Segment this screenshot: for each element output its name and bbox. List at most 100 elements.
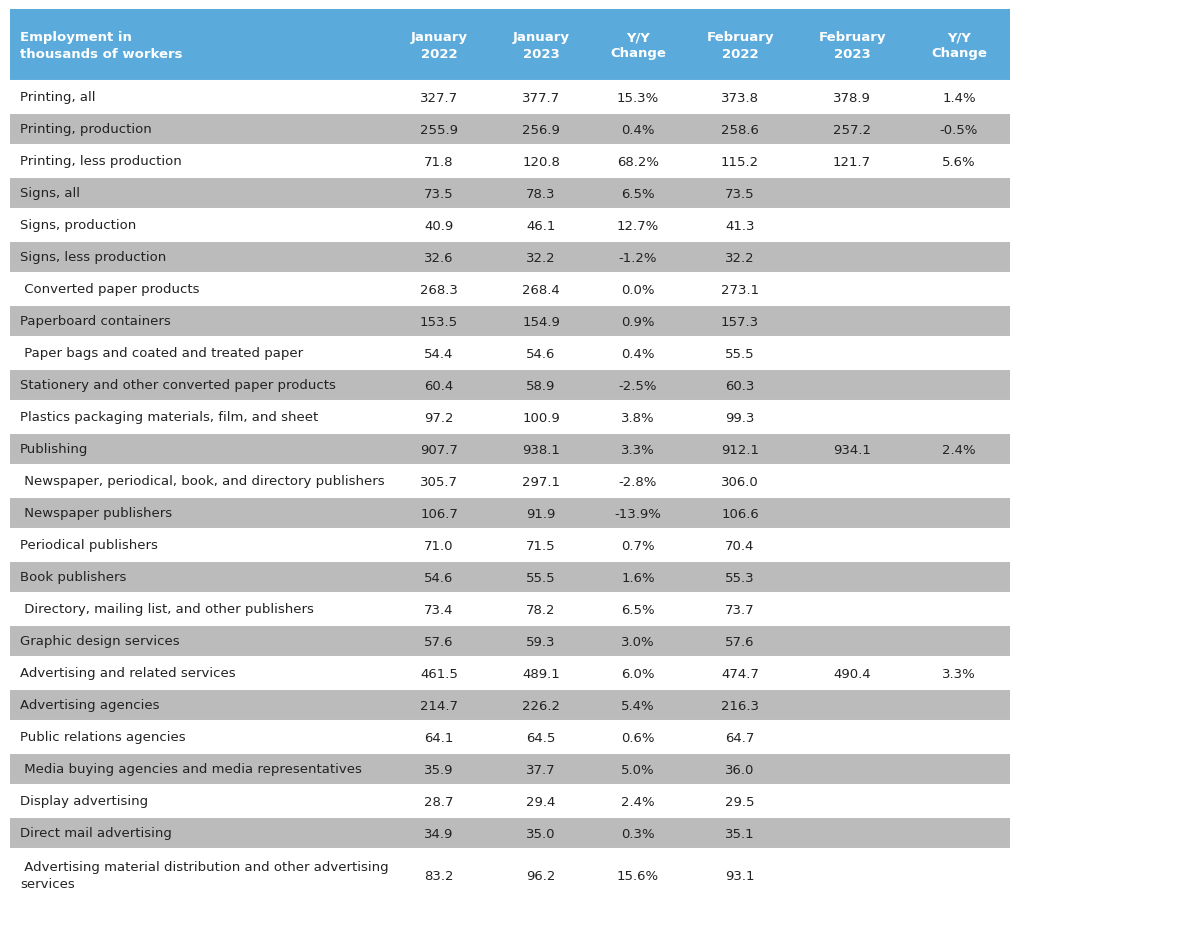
Bar [10,10,1010,82]
Bar [10,818,1010,849]
Text: 71.0: 71.0 [425,539,454,552]
Text: 1.6%: 1.6% [622,571,655,584]
Text: 100.9: 100.9 [522,411,560,424]
Text: 489.1: 489.1 [522,667,560,680]
Text: 474.7: 474.7 [721,667,758,680]
Text: Advertising material distribution and other advertising
services: Advertising material distribution and ot… [20,860,389,890]
Text: 0.9%: 0.9% [622,316,655,329]
Text: 40.9: 40.9 [425,219,454,232]
Text: 35.0: 35.0 [527,827,556,840]
Text: 60.3: 60.3 [725,380,755,392]
Text: Paperboard containers: Paperboard containers [20,316,170,329]
Text: 1.4%: 1.4% [942,91,976,104]
Bar [10,785,1010,818]
Text: 12.7%: 12.7% [617,219,659,232]
Bar [10,466,1010,497]
Text: 0.7%: 0.7% [622,539,655,552]
Text: 71.5: 71.5 [526,539,556,552]
Text: 255.9: 255.9 [420,123,458,136]
Text: 377.7: 377.7 [522,91,560,104]
Bar [10,593,1010,625]
Text: Signs, all: Signs, all [20,187,80,200]
Bar [10,625,1010,657]
Text: 32.2: 32.2 [725,251,755,264]
Text: 273.1: 273.1 [721,283,760,296]
Text: 154.9: 154.9 [522,316,560,329]
Text: 29.4: 29.4 [527,794,556,807]
Text: 35.9: 35.9 [425,763,454,776]
Bar [10,849,1010,901]
Text: Media buying agencies and media representatives: Media buying agencies and media represen… [20,763,362,776]
Text: 97.2: 97.2 [425,411,454,424]
Text: 55.5: 55.5 [725,347,755,360]
Text: 3.0%: 3.0% [622,635,655,648]
Text: -0.5%: -0.5% [940,123,978,136]
Text: 6.5%: 6.5% [622,603,655,616]
Text: 0.4%: 0.4% [622,123,655,136]
Text: 0.4%: 0.4% [622,347,655,360]
Text: 2.4%: 2.4% [942,443,976,456]
Text: 34.9: 34.9 [425,827,454,840]
Text: February
2023: February 2023 [818,32,886,60]
Text: 59.3: 59.3 [527,635,556,648]
Text: 68.2%: 68.2% [617,155,659,168]
Text: 0.6%: 0.6% [622,730,655,743]
Bar [10,178,1010,210]
Text: 2.4%: 2.4% [622,794,655,807]
Bar [10,305,1010,338]
Text: Newspaper publishers: Newspaper publishers [20,507,172,520]
Text: Printing, all: Printing, all [20,91,96,104]
Text: Newspaper, periodical, book, and directory publishers: Newspaper, periodical, book, and directo… [20,475,385,488]
Text: 78.3: 78.3 [527,187,556,200]
Text: Advertising and related services: Advertising and related services [20,667,235,680]
Text: Advertising agencies: Advertising agencies [20,699,160,712]
Bar [10,210,1010,241]
Text: 0.0%: 0.0% [622,283,655,296]
Text: 256.9: 256.9 [522,123,560,136]
Text: Signs, production: Signs, production [20,219,137,232]
Bar [10,146,1010,178]
Text: 60.4: 60.4 [425,380,454,392]
Text: Display advertising: Display advertising [20,794,148,807]
Text: 73.4: 73.4 [425,603,454,616]
Text: Signs, less production: Signs, less production [20,251,167,264]
Text: 41.3: 41.3 [725,219,755,232]
Text: 96.2: 96.2 [527,869,556,882]
Text: 157.3: 157.3 [721,316,760,329]
Text: 54.6: 54.6 [425,571,454,584]
Bar [10,114,1010,146]
Text: 73.5: 73.5 [424,187,454,200]
Text: 73.7: 73.7 [725,603,755,616]
Text: 64.5: 64.5 [527,730,556,743]
Text: 36.0: 36.0 [725,763,755,776]
Bar [10,530,1010,561]
Text: 93.1: 93.1 [725,869,755,882]
Text: 306.0: 306.0 [721,475,758,488]
Text: 226.2: 226.2 [522,699,560,712]
Text: 3.3%: 3.3% [622,443,655,456]
Text: January
2022: January 2022 [410,32,468,60]
Bar [10,690,1010,721]
Text: 106.6: 106.6 [721,507,758,520]
Text: 258.6: 258.6 [721,123,758,136]
Text: 938.1: 938.1 [522,443,560,456]
Text: 5.0%: 5.0% [622,763,655,776]
Text: 6.5%: 6.5% [622,187,655,200]
Text: 32.6: 32.6 [425,251,454,264]
Text: 216.3: 216.3 [721,699,760,712]
Text: 305.7: 305.7 [420,475,458,488]
Text: 5.6%: 5.6% [942,155,976,168]
Text: 15.3%: 15.3% [617,91,659,104]
Text: -13.9%: -13.9% [614,507,661,520]
Text: 268.4: 268.4 [522,283,560,296]
Bar [10,561,1010,593]
Text: 106.7: 106.7 [420,507,458,520]
Text: Directory, mailing list, and other publishers: Directory, mailing list, and other publi… [20,603,314,616]
Text: 91.9: 91.9 [527,507,556,520]
Bar [10,274,1010,305]
Text: Publishing: Publishing [20,443,89,456]
Bar [10,497,1010,530]
Bar [10,433,1010,466]
Text: Graphic design services: Graphic design services [20,635,180,648]
Bar [10,754,1010,785]
